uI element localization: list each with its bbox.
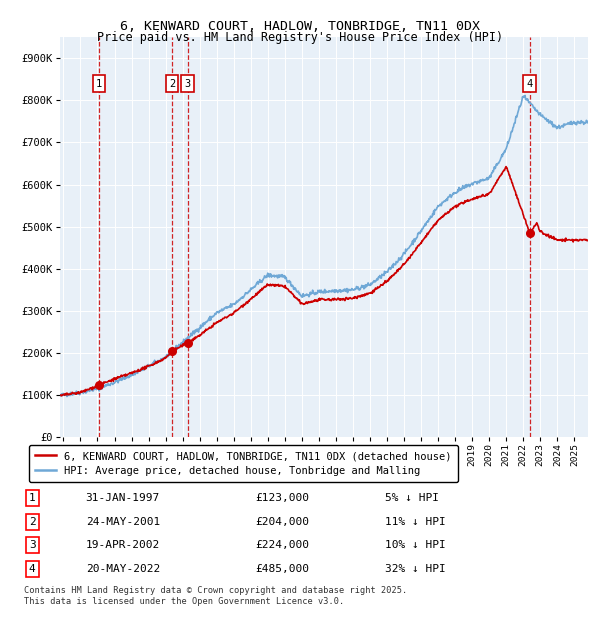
Text: £204,000: £204,000 <box>255 517 309 527</box>
Text: 1: 1 <box>96 79 102 89</box>
Text: 24-MAY-2001: 24-MAY-2001 <box>86 517 160 527</box>
Text: 2: 2 <box>169 79 175 89</box>
Text: £224,000: £224,000 <box>255 540 309 551</box>
Text: 11% ↓ HPI: 11% ↓ HPI <box>385 517 445 527</box>
Text: 3: 3 <box>29 540 35 551</box>
Legend: 6, KENWARD COURT, HADLOW, TONBRIDGE, TN11 0DX (detached house), HPI: Average pri: 6, KENWARD COURT, HADLOW, TONBRIDGE, TN1… <box>29 445 458 482</box>
Text: 6, KENWARD COURT, HADLOW, TONBRIDGE, TN11 0DX: 6, KENWARD COURT, HADLOW, TONBRIDGE, TN1… <box>120 20 480 33</box>
Text: Price paid vs. HM Land Registry's House Price Index (HPI): Price paid vs. HM Land Registry's House … <box>97 31 503 44</box>
Text: 31-JAN-1997: 31-JAN-1997 <box>86 494 160 503</box>
Text: Contains HM Land Registry data © Crown copyright and database right 2025.
This d: Contains HM Land Registry data © Crown c… <box>23 587 407 606</box>
Text: 4: 4 <box>29 564 35 574</box>
Text: 19-APR-2002: 19-APR-2002 <box>86 540 160 551</box>
Text: 20-MAY-2022: 20-MAY-2022 <box>86 564 160 574</box>
Text: 3: 3 <box>185 79 191 89</box>
Text: 2: 2 <box>29 517 35 527</box>
Text: 5% ↓ HPI: 5% ↓ HPI <box>385 494 439 503</box>
Text: 4: 4 <box>527 79 533 89</box>
Text: 10% ↓ HPI: 10% ↓ HPI <box>385 540 445 551</box>
Text: £123,000: £123,000 <box>255 494 309 503</box>
Text: £485,000: £485,000 <box>255 564 309 574</box>
Text: 32% ↓ HPI: 32% ↓ HPI <box>385 564 445 574</box>
Text: 1: 1 <box>29 494 35 503</box>
